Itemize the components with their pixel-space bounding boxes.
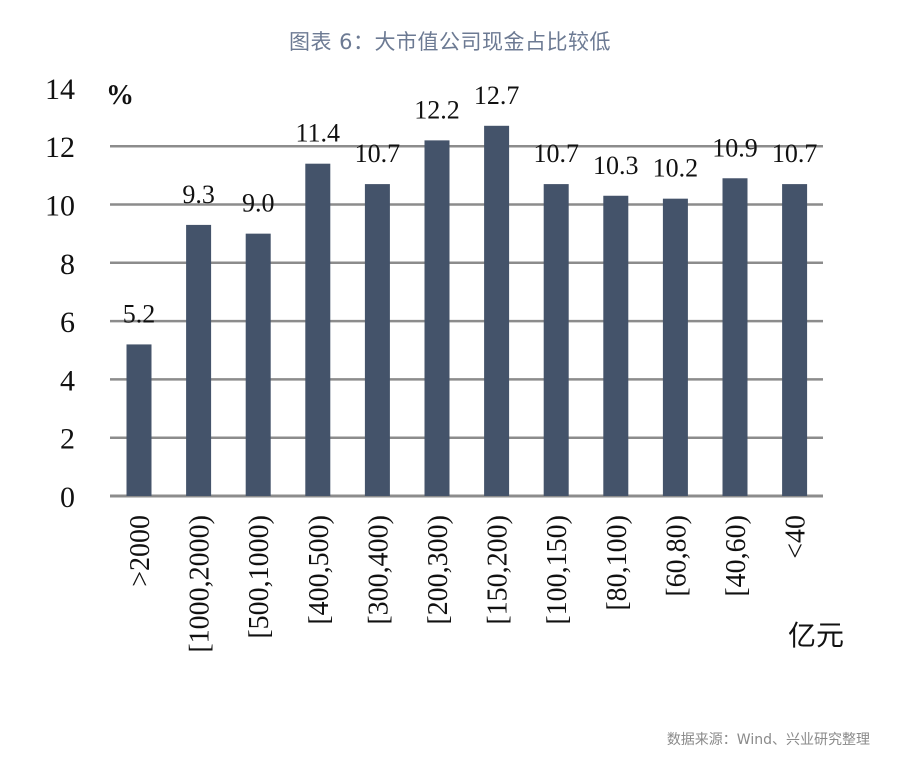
y-axis-unit-label: %	[106, 80, 134, 111]
x-tick-label: [40,60)	[721, 515, 752, 597]
x-axis-labels: >2000 [1000,2000) [500,1000) [400,500) [300,…	[125, 515, 812, 653]
bar	[364, 184, 390, 496]
bar-value-label: 12.7	[474, 81, 520, 110]
x-tick-label: [1000,2000)	[185, 515, 216, 653]
x-tick-label: [400,500)	[304, 515, 335, 625]
y-tick-label: 0	[60, 481, 75, 514]
bar-value-label: 9.3	[182, 180, 215, 209]
y-tick-label: 10	[45, 190, 75, 223]
bar	[484, 125, 510, 497]
x-tick-label: >2000	[125, 515, 156, 587]
y-tick-label: 6	[60, 306, 75, 339]
bar	[722, 178, 748, 496]
bar-value-label: 10.3	[593, 151, 639, 180]
x-tick-label: [60,80)	[661, 515, 692, 597]
bar	[126, 344, 152, 496]
bar	[782, 184, 808, 496]
x-tick-label: <40	[781, 515, 812, 559]
bar	[424, 140, 450, 496]
bar-value-label: 12.2	[414, 95, 460, 124]
x-tick-label: [150,200)	[483, 515, 514, 625]
bar	[305, 163, 331, 496]
bar-value-label: 9.0	[242, 189, 275, 218]
y-tick-label: 14	[45, 73, 75, 106]
bar-value-label: 10.2	[653, 154, 699, 183]
bar	[245, 233, 271, 496]
x-tick-label: [500,1000)	[244, 515, 275, 639]
x-tick-label: [200,300)	[423, 515, 454, 625]
gridlines	[110, 144, 823, 498]
bar-value-label: 11.4	[296, 119, 341, 148]
y-tick-label: 8	[60, 248, 75, 281]
y-tick-label: 12	[45, 131, 75, 164]
chart-title: 图表 6：大市值公司现金占比较低	[288, 30, 612, 54]
bar	[186, 224, 212, 496]
bar-value-label: 10.7	[355, 139, 401, 168]
bar-value-label: 10.7	[533, 139, 579, 168]
value-labels: 5.2 9.3 9.0 11.4 10.7 12.2 12.7 10.7 10.3 10.2 10.…	[123, 81, 818, 329]
y-axis-ticks: 0 2 4 6 8 10 12 14	[45, 73, 75, 514]
bar	[543, 184, 569, 496]
bars	[126, 125, 808, 497]
bar-value-label: 5.2	[123, 299, 156, 328]
y-tick-label: 4	[60, 364, 75, 397]
data-source-note: 数据来源：Wind、兴业研究整理	[666, 732, 870, 748]
x-axis-unit-label: 亿元	[788, 619, 844, 652]
y-tick-label: 2	[60, 423, 75, 456]
bar	[662, 198, 688, 497]
x-tick-label: [100,150)	[542, 515, 573, 625]
bar	[603, 195, 629, 496]
x-tick-label: [300,400)	[363, 515, 394, 625]
x-tick-label: [80,100)	[602, 515, 633, 611]
bar-value-label: 10.7	[772, 139, 818, 168]
bar-value-label: 10.9	[712, 133, 758, 162]
